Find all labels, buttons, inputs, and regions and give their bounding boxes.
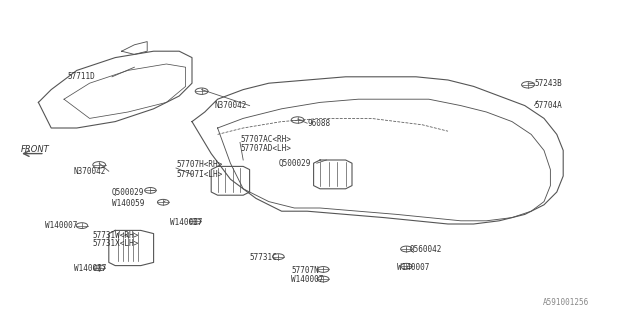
Text: 57243B: 57243B — [534, 79, 562, 88]
Text: 57707N: 57707N — [291, 266, 319, 275]
Text: 57731W<RH>: 57731W<RH> — [93, 231, 139, 240]
Text: 57707AD<LH>: 57707AD<LH> — [240, 144, 291, 153]
Text: 57704A: 57704A — [534, 101, 562, 110]
Text: 57731C: 57731C — [250, 253, 277, 262]
Text: FRONT: FRONT — [21, 145, 49, 154]
Text: N370042: N370042 — [214, 101, 247, 110]
Text: Q500029: Q500029 — [112, 188, 145, 196]
Text: W140059: W140059 — [112, 199, 145, 208]
Text: N370042: N370042 — [74, 167, 106, 176]
Text: Q560042: Q560042 — [410, 245, 442, 254]
Text: 96088: 96088 — [307, 119, 330, 128]
Text: A591001256: A591001256 — [543, 298, 589, 307]
Text: W140007: W140007 — [170, 218, 202, 227]
Text: 57707I<LH>: 57707I<LH> — [176, 170, 222, 179]
Text: 57707H<RH>: 57707H<RH> — [176, 160, 222, 169]
Text: W140007: W140007 — [74, 264, 106, 273]
Text: W140007: W140007 — [291, 276, 324, 284]
Text: Q500029: Q500029 — [278, 159, 311, 168]
Text: W140007: W140007 — [397, 263, 429, 272]
Text: W140007: W140007 — [45, 221, 77, 230]
Text: 57707AC<RH>: 57707AC<RH> — [240, 135, 291, 144]
Text: 57711D: 57711D — [67, 72, 95, 81]
Text: 57731X<LH>: 57731X<LH> — [93, 239, 139, 248]
